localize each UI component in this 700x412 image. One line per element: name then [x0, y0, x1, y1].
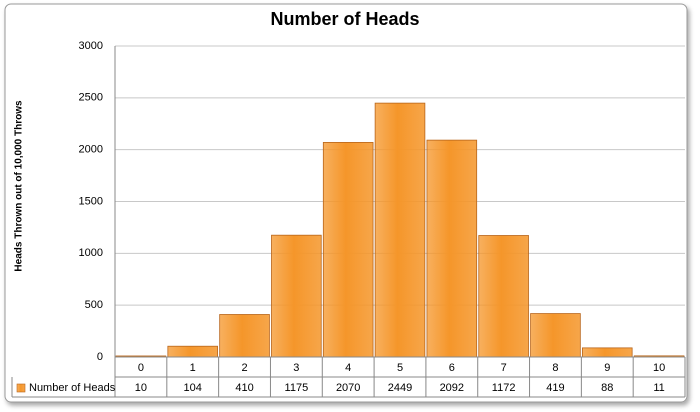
bar — [167, 345, 218, 358]
y-tick-label: 1500 — [79, 195, 103, 207]
table-value: 410 — [235, 382, 253, 394]
x-tick-label: 2 — [241, 362, 247, 374]
bar — [426, 139, 478, 358]
y-axis-label: Heads Thrown out of 10,000 Throws — [14, 100, 25, 272]
x-tick-label: 3 — [293, 362, 299, 374]
y-tick-label: 1000 — [79, 247, 103, 259]
x-tick-label: 0 — [138, 362, 144, 374]
x-tick-label: 5 — [397, 362, 403, 374]
x-tick-label: 9 — [604, 362, 610, 374]
table-value: 2070 — [336, 382, 360, 394]
bar — [271, 234, 322, 358]
x-tick-label: 4 — [345, 362, 351, 374]
bar — [374, 102, 426, 358]
x-tick-label: 8 — [552, 362, 558, 374]
legend-swatch — [16, 383, 26, 393]
x-tick-label: 7 — [501, 362, 507, 374]
y-tick-label: 2500 — [79, 92, 103, 104]
legend-label: Number of Heads — [29, 382, 116, 394]
bar — [530, 313, 581, 358]
x-tick-label: 1 — [190, 362, 196, 374]
chart-title: Number of Heads — [270, 9, 419, 29]
y-tick-label: 3000 — [79, 40, 103, 52]
bar — [478, 235, 529, 358]
x-tick-label: 6 — [449, 362, 455, 374]
y-tick-label: 500 — [85, 299, 103, 311]
y-tick-label: 0 — [97, 351, 103, 363]
table-value: 2449 — [388, 382, 412, 394]
bar — [219, 314, 270, 358]
table-value: 104 — [184, 382, 202, 394]
bar — [322, 142, 374, 358]
x-tick-label: 10 — [653, 362, 665, 374]
bar — [582, 347, 633, 358]
table-value: 419 — [546, 382, 564, 394]
table-value: 88 — [601, 382, 613, 394]
table-value: 1175 — [285, 382, 309, 394]
table-value: 1172 — [492, 382, 516, 394]
table-value: 10 — [135, 382, 147, 394]
y-tick-label: 2000 — [79, 144, 103, 156]
table-value: 11 — [653, 382, 664, 394]
table-value: 2092 — [440, 382, 464, 394]
